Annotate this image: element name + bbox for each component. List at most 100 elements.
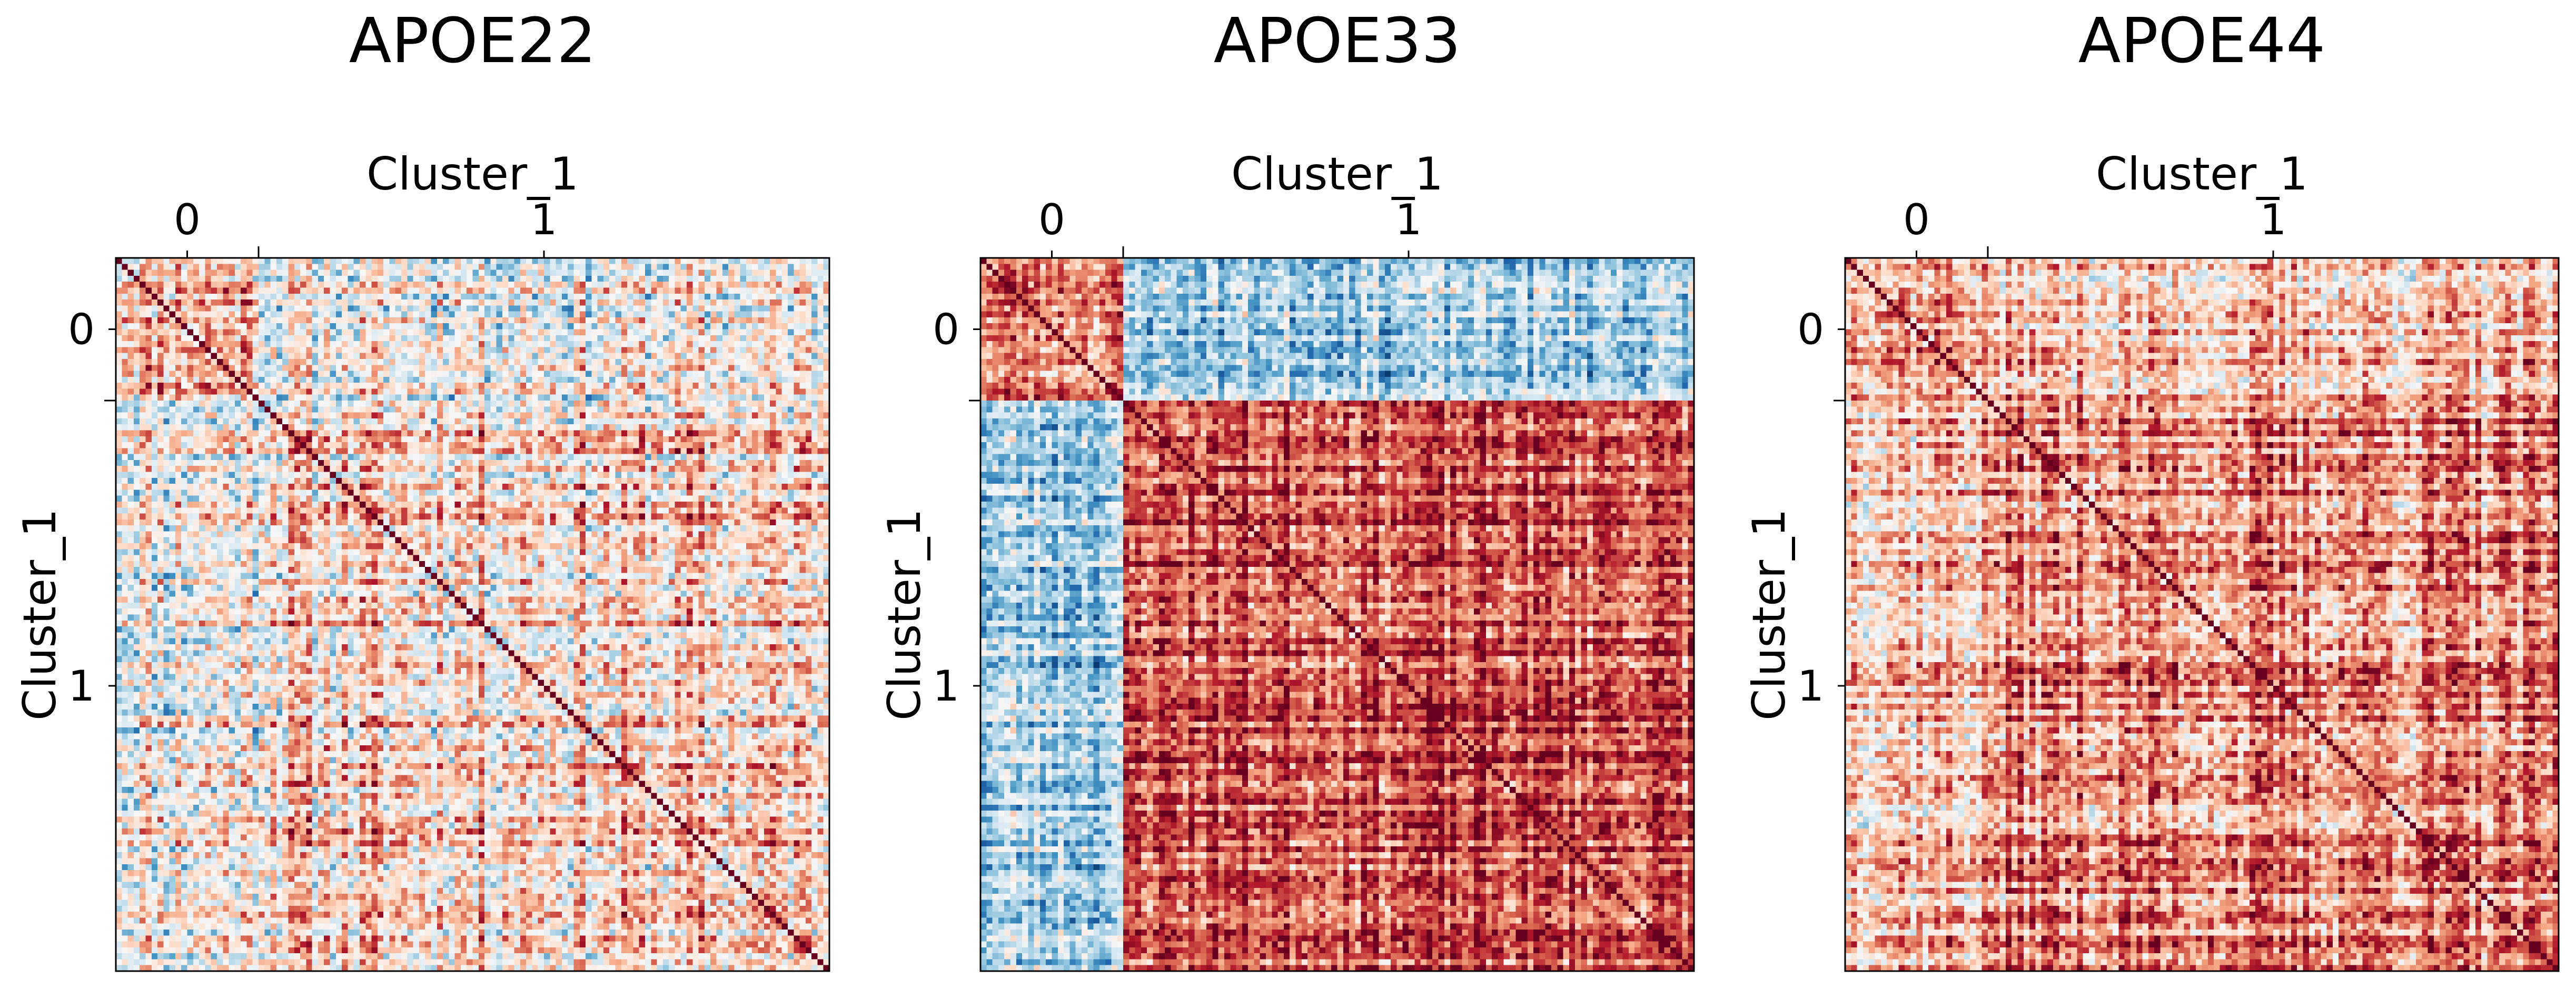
heatmap-cell [211, 287, 217, 294]
heatmap-cell [603, 388, 610, 395]
heatmap-cell [669, 299, 675, 306]
heatmap-cell [627, 299, 633, 306]
heatmap-cell [157, 365, 164, 371]
heatmap-cell [603, 395, 610, 401]
heatmap-cell [502, 359, 509, 365]
heatmap-cell [562, 299, 568, 306]
heatmap-cell [710, 353, 717, 359]
heatmap-cell [573, 276, 580, 282]
heatmap-cell [663, 317, 669, 324]
heatmap-cell [140, 312, 146, 318]
heatmap-cell [259, 294, 265, 300]
heatmap-cell [490, 312, 497, 318]
heatmap-cell [401, 359, 408, 365]
heatmap-cell [526, 299, 532, 306]
heatmap-cell [728, 294, 735, 300]
heatmap-cell [461, 365, 467, 371]
heatmap-cell [211, 258, 217, 264]
heatmap-cell [431, 395, 437, 401]
heatmap-cell [663, 371, 669, 377]
heatmap-cell [550, 365, 556, 371]
heatmap-cell [782, 287, 788, 294]
heatmap-cell [187, 395, 194, 401]
heatmap-cell [514, 305, 521, 312]
heatmap-cell [348, 383, 354, 389]
heatmap-cell [681, 347, 687, 353]
heatmap-cell [217, 270, 223, 276]
heatmap-cell [657, 305, 663, 312]
heatmap-cell [728, 341, 735, 347]
heatmap-cell [312, 347, 319, 353]
heatmap-cell [663, 312, 669, 318]
heatmap-cell [520, 317, 527, 324]
heatmap-cell [407, 270, 413, 276]
heatmap-cell [253, 388, 259, 395]
heatmap-cell [152, 347, 158, 353]
heatmap-cell [603, 258, 610, 264]
heatmap-cell [580, 312, 586, 318]
heatmap-cell [372, 270, 378, 276]
heatmap-cell [710, 264, 717, 270]
heatmap-cell [134, 294, 140, 300]
heatmap-cell [235, 317, 241, 324]
heatmap-cell [259, 258, 265, 264]
heatmap-cell [514, 329, 521, 336]
heatmap-cell [550, 299, 556, 306]
heatmap-cell [145, 395, 152, 401]
heatmap-cell [657, 341, 663, 347]
heatmap-cell [407, 335, 413, 342]
heatmap-cell [431, 388, 437, 395]
heatmap-cell [705, 299, 711, 306]
heatmap-cell [526, 282, 532, 288]
heatmap-cell [259, 329, 265, 336]
heatmap-cell [633, 264, 639, 270]
heatmap-cell [145, 388, 152, 395]
heatmap-cell [609, 323, 616, 329]
heatmap-cell [473, 353, 479, 359]
heatmap-cell [294, 365, 301, 371]
heatmap-cell [145, 383, 152, 389]
heatmap-cell [616, 270, 622, 276]
heatmap-cell [193, 258, 200, 264]
heatmap-cell [128, 305, 134, 312]
heatmap-cell [157, 317, 164, 324]
heatmap-cell [170, 294, 176, 300]
heatmap-cell [330, 282, 336, 288]
heatmap-cell [586, 282, 592, 288]
heatmap-cell [817, 353, 824, 359]
heatmap-cell [633, 282, 639, 288]
heatmap-cell [817, 383, 824, 389]
heatmap-cell [598, 353, 604, 359]
heatmap-cell [395, 329, 402, 336]
heatmap-cell [187, 258, 194, 264]
heatmap-cell [538, 323, 544, 329]
heatmap-cell [360, 335, 366, 342]
heatmap-cell [431, 359, 437, 365]
heatmap-cell [609, 395, 616, 401]
heatmap-cell [484, 276, 491, 282]
heatmap-cell [609, 383, 616, 389]
heatmap-cell [657, 282, 663, 288]
heatmap-cell [758, 347, 765, 353]
heatmap-cell [794, 317, 800, 324]
heatmap-cell [687, 388, 693, 395]
heatmap-cell [722, 276, 729, 282]
heatmap-cell [716, 329, 722, 336]
heatmap-cell [199, 282, 205, 288]
heatmap-cell [175, 317, 182, 324]
heatmap-cell [692, 294, 699, 300]
heatmap-cell [573, 365, 580, 371]
heatmap-cell [770, 299, 776, 306]
heatmap-cell [776, 388, 782, 395]
heatmap-cell [562, 317, 568, 324]
heatmap-cell [609, 371, 616, 377]
heatmap-cell [330, 365, 336, 371]
heatmap-cell [609, 329, 616, 336]
heatmap-cell [681, 383, 687, 389]
heatmap-cell [407, 395, 413, 401]
heatmap-cell [152, 270, 158, 276]
heatmap-cell [140, 258, 146, 264]
heatmap-cell [776, 383, 782, 389]
heatmap-cell [354, 347, 360, 353]
heatmap-cell [740, 388, 747, 395]
